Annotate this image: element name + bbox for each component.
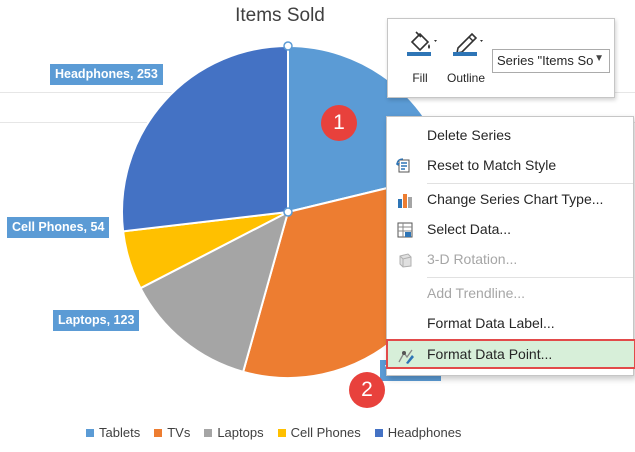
menu-item-change-series-chart-type[interactable]: Change Series Chart Type...: [387, 185, 633, 215]
data-label-cell-phones[interactable]: Cell Phones, 54: [7, 217, 110, 238]
selection-handle[interactable]: [283, 207, 293, 217]
menu-separator: [427, 183, 633, 184]
legend-swatch: [277, 428, 286, 437]
outline-label: Outline: [446, 71, 486, 85]
select-data-icon: [397, 222, 413, 238]
fill-button[interactable]: Fill: [396, 25, 444, 89]
chart-legend: Tablets TVs Laptops Cell Phones Headphon…: [86, 425, 461, 440]
legend-item-cell-phones: Cell Phones: [277, 425, 361, 440]
legend-label: Cell Phones: [290, 425, 361, 440]
legend-item-tvs: TVs: [154, 425, 190, 440]
menu-item-label: Change Series Chart Type...: [427, 191, 604, 207]
menu-item-reset-to-match-style[interactable]: Reset to Match Style: [387, 151, 633, 181]
outline-button[interactable]: Outline: [442, 25, 490, 89]
fill-label: Fill: [412, 71, 428, 85]
menu-item-label: Delete Series: [427, 127, 512, 143]
menu-item-add-trendline[interactable]: Add Trendline...: [387, 279, 633, 309]
data-label-headphones[interactable]: Headphones, 253: [50, 64, 163, 85]
legend-label: Headphones: [387, 425, 462, 440]
legend-item-headphones: Headphones: [374, 425, 462, 440]
menu-item-label: 3-D Rotation...: [427, 251, 518, 267]
menu-item-label: Reset to Match Style: [427, 157, 557, 173]
legend-label: Tablets: [99, 425, 141, 440]
legend-swatch: [86, 428, 94, 437]
menu-item-label: Select Data...: [427, 221, 512, 237]
legend-item-tablets: Tablets: [86, 425, 140, 440]
legend-label: Laptops: [217, 425, 264, 440]
menu-item-label: Add Trendline...: [427, 285, 526, 301]
legend-swatch: [154, 428, 163, 437]
legend-item-laptops: Laptops: [204, 425, 264, 440]
menu-item-label: Format Data Point...: [427, 346, 553, 362]
outline-pen-icon: [453, 32, 483, 56]
rotation-3d-icon: [399, 253, 412, 268]
menu-item-delete-series[interactable]: Delete Series: [387, 121, 633, 151]
format-mini-toolbar: Fill Outline Series "Items So ▼: [387, 18, 615, 98]
menu-item-3d-rotation[interactable]: 3-D Rotation...: [387, 245, 633, 275]
menu-item-format-data-point[interactable]: Format Data Point...: [386, 339, 635, 369]
format-data-point-icon: [398, 349, 414, 364]
menu-item-label: Format Data Label...: [427, 315, 555, 331]
reset-style-icon: [396, 158, 410, 173]
pie-slice-headphones[interactable]: [121, 44, 289, 233]
menu-item-select-data[interactable]: Select Data...: [387, 215, 633, 245]
selection-handle[interactable]: [283, 41, 293, 51]
legend-swatch: [204, 428, 213, 437]
paint-bucket-icon: [407, 31, 437, 56]
menu-item-format-data-label[interactable]: Format Data Label...: [387, 309, 633, 339]
data-label-laptops[interactable]: Laptops, 123: [53, 310, 140, 331]
menu-separator: [427, 277, 633, 278]
chevron-down-icon: ▼: [594, 53, 604, 64]
context-menu: Delete Series Reset to Match Style Chang…: [386, 116, 635, 376]
legend-label: TVs: [167, 425, 191, 440]
chart-type-icon: [398, 194, 412, 208]
series-select-value: Series "Items So: [497, 53, 593, 68]
step-badge-1: 1: [321, 105, 357, 141]
chart-title: Items Sold: [235, 5, 325, 26]
step-badge-2: 2: [349, 372, 385, 408]
chart-element-select[interactable]: Series "Items So ▼: [492, 49, 610, 73]
legend-swatch: [374, 428, 383, 437]
pie-slice-laptops[interactable]: [139, 210, 290, 374]
